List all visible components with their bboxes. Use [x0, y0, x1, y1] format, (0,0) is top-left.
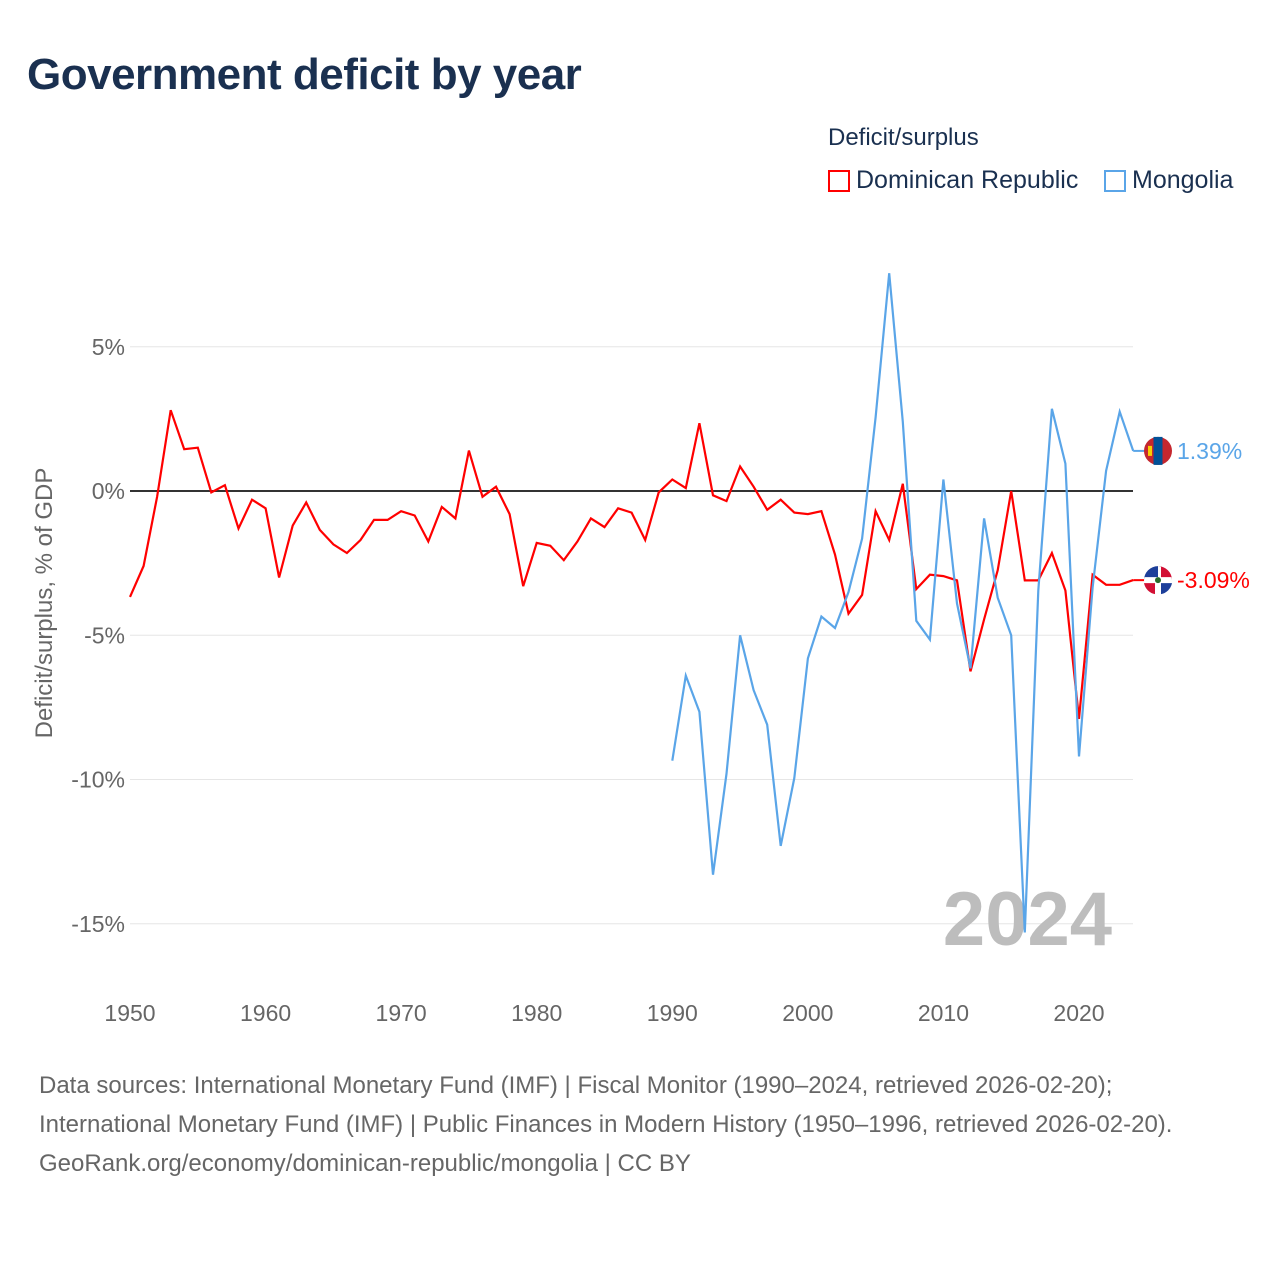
- data-sources: Data sources: International Monetary Fun…: [39, 1072, 1173, 1138]
- end-value-label: -3.09%: [1177, 567, 1250, 593]
- x-tick-label: 2000: [782, 1000, 833, 1026]
- x-tick-label: 1960: [240, 1000, 291, 1026]
- end-value-label: 1.39%: [1177, 438, 1242, 464]
- y-tick-label: 5%: [92, 334, 125, 360]
- legend-item-mongolia[interactable]: Mongolia: [1104, 166, 1233, 195]
- legend-swatch: [1104, 169, 1126, 192]
- y-tick-label: -15%: [71, 911, 125, 937]
- y-tick-label: -10%: [71, 767, 125, 793]
- series-line-mongolia: [671, 273, 1135, 933]
- y-axis-label: Deficit/surplus, % of GDP: [31, 468, 58, 739]
- line-chart: 2024 Deficit/surplus, % of GDP 5%0%-5%-1…: [31, 273, 1250, 1026]
- legend-title: Deficit/surplus: [828, 124, 979, 151]
- mongolia-flag-icon: [1144, 436, 1172, 465]
- x-tick-label: 1970: [376, 1000, 427, 1026]
- x-tick-label: 1980: [511, 1000, 562, 1026]
- y-tick-label: -5%: [84, 622, 125, 648]
- chart-title: Government deficit by year: [27, 50, 582, 99]
- x-tick-label: 2010: [918, 1000, 969, 1026]
- legend-label: Dominican Republic: [856, 166, 1079, 194]
- legend-label: Mongolia: [1132, 166, 1234, 194]
- footer: Data sources: International Monetary Fun…: [39, 1066, 1239, 1183]
- x-tick-label: 2020: [1053, 1000, 1104, 1026]
- legend-swatch: [828, 169, 850, 192]
- series-line-dominican-republic: [128, 409, 1134, 720]
- x-tick-label: 1950: [104, 1000, 155, 1026]
- y-tick-label: 0%: [92, 478, 125, 504]
- legend-item-dominican-republic[interactable]: Dominican Republic: [828, 166, 1078, 195]
- dominican-republic-flag-icon: [1144, 566, 1172, 595]
- credit-link[interactable]: GeoRank.org/economy/dominican-republic/m…: [39, 1150, 691, 1177]
- x-tick-label: 1990: [647, 1000, 698, 1026]
